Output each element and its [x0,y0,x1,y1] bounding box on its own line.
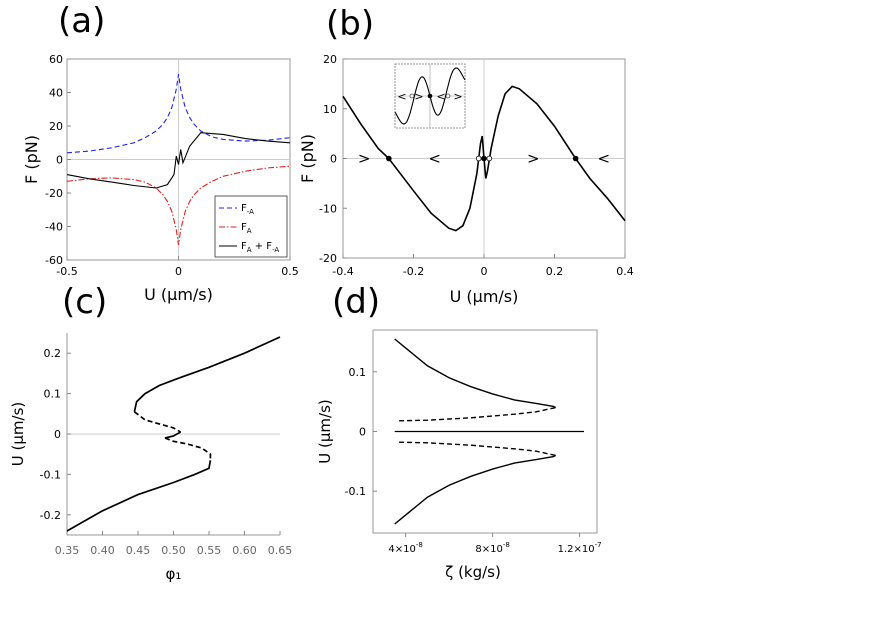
stable-branch [394,454,557,525]
stable-branch [133,336,281,412]
y-tick-label: 0 [56,154,63,167]
tick-exponent: -8 [416,541,423,549]
unstable-fixed-point [486,155,493,162]
tick-exponent: -7 [595,541,602,549]
y-tick-label: 0 [359,426,366,439]
y-tick-label: 40 [49,87,63,100]
subscript: -A [272,246,279,254]
stable-branch [164,431,182,439]
x-tick-label: 0.65 [268,544,293,557]
stable-branch [66,460,212,532]
x-tick-label: 0.4 [616,265,634,278]
tick-base: 4×10 [388,544,415,555]
x-tick-label: 0.40 [90,544,115,557]
tick-base: 8×10 [475,544,502,555]
y-tick-label: 60 [49,53,63,66]
y-tick-label: 20 [323,53,337,66]
unstable-branch [133,411,182,433]
y-tick-label: -60 [45,254,63,267]
x-axis-label: U (μm/s) [450,287,519,306]
inset-unstable-point [409,93,415,99]
x-axis-label: φ₁ [166,565,182,583]
flow-arrow: < [428,150,441,168]
inset-stable-point [427,93,433,99]
x-tick-label: 8×10-8 [475,541,509,555]
unstable-fixed-point [475,155,482,162]
series-line [66,74,291,154]
inset-arrow: < [436,90,445,103]
subscript: -A [247,208,254,216]
flow-arrow: > [527,150,540,168]
unstable-branch [164,437,212,461]
x-tick-label: 0.2 [546,265,564,278]
subscript: A [247,227,252,235]
x-tick-label: 0.35 [55,544,80,557]
legend-entry: FA [241,222,252,235]
panel-label: (d) [332,282,380,322]
stable-fixed-point [386,155,392,162]
x-tick-label: -0.2 [403,265,424,278]
unstable-branch [399,406,556,422]
x-tick-label: 1.2×10-7 [558,541,602,555]
y-tick-label: 0.2 [44,347,62,360]
y-tick-label: -40 [45,221,63,234]
x-tick-label: 4×10-8 [388,541,422,555]
inset-unstable-point [445,93,451,99]
flow-arrow: > [358,150,371,168]
y-tick-label: 10 [323,103,337,116]
series-line [66,132,291,189]
tick-base: 1.2×10 [558,544,595,555]
x-tick-label: 0.60 [232,544,257,557]
x-tick-label: 0.45 [126,544,151,557]
y-axis-label: F (pN) [298,134,317,183]
legend-entry: F-A [241,203,254,216]
inset-arrow: < [397,90,406,103]
x-tick-label: -0.4 [332,265,353,278]
y-tick-label: 0.1 [44,388,62,401]
text-run: F [241,222,247,233]
y-axis-label: U (μm/s) [316,399,334,463]
unstable-branch [399,441,556,457]
y-tick-label: -20 [319,252,337,265]
tick-exponent: -8 [503,541,510,549]
x-tick-label: 0 [175,265,182,278]
text-run: F [241,203,247,214]
y-tick-label: 0 [330,153,337,166]
stable-fixed-point [481,155,487,162]
stable-fixed-point [572,155,579,162]
text-run: F [241,241,247,252]
y-tick-label: -20 [45,187,63,200]
y-tick-label: -0.1 [40,468,61,481]
y-tick-label: 0 [54,428,61,441]
inset-arrow: > [414,90,423,103]
x-tick-label: 0 [481,265,488,278]
panel-label: (b) [326,4,374,44]
x-tick-label: 0.55 [197,544,222,557]
y-tick-label: 0.1 [349,366,367,379]
inset-arrow: > [453,90,462,103]
stable-branch [394,338,557,409]
y-tick-label: 20 [49,120,63,133]
x-axis-label: ζ (kg/s) [445,563,501,581]
y-axis-label: U (μm/s) [9,402,27,466]
y-axis-label: F (pN) [22,135,41,184]
y-tick-label: -0.1 [345,485,366,498]
x-tick-label: -0.5 [56,265,77,278]
subscript: A [247,246,252,254]
panel-label: (c) [62,282,107,322]
x-tick-label: 0.5 [281,265,299,278]
x-tick-label: 0.50 [161,544,186,557]
panel-label: (a) [58,1,105,41]
flow-arrow: < [598,150,611,168]
text-run: + F [252,241,273,252]
x-axis-label: U (μm/s) [144,285,213,304]
series-line [66,165,291,245]
legend-entry: FA + F-A [241,241,279,254]
y-tick-label: -10 [319,202,337,215]
y-tick-label: -0.2 [40,509,61,522]
